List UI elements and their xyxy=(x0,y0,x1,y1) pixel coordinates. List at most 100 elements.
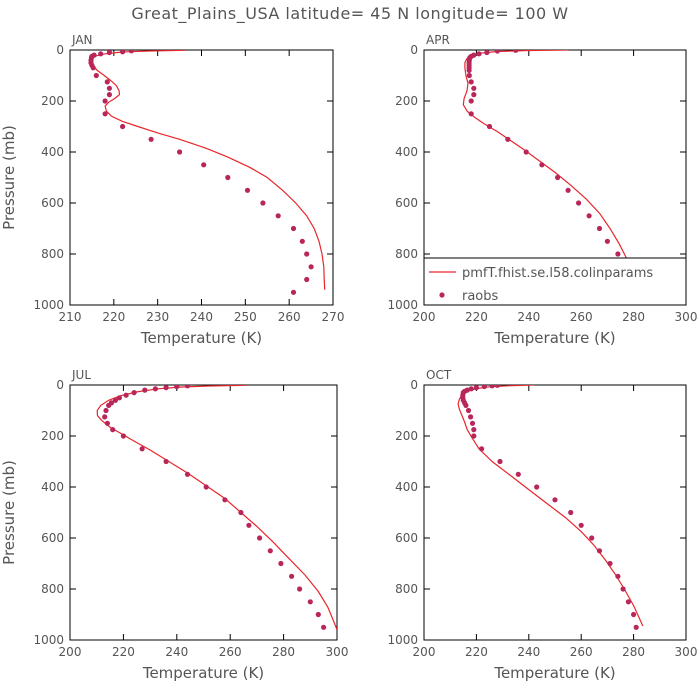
raob-point xyxy=(120,123,126,130)
x-tick-label: 220 xyxy=(465,645,488,659)
raob-point xyxy=(468,414,474,420)
panel-apr: 200 220 240 260 280 300 0 200 400 600 800 1000 APR Te… xyxy=(387,33,697,347)
raob-point xyxy=(267,548,273,554)
raob-point xyxy=(225,174,231,181)
x-axis-label: Temperature (K) xyxy=(493,664,615,682)
raob-point xyxy=(565,187,571,193)
raob-point xyxy=(238,509,244,516)
x-tick-label: 230 xyxy=(146,310,169,324)
raob-point xyxy=(604,238,611,244)
y-tick-label: 400 xyxy=(395,480,418,494)
raob-point xyxy=(321,624,327,630)
raob-point xyxy=(102,111,108,117)
raob-point xyxy=(98,51,104,57)
raob-point xyxy=(120,433,126,439)
raob-point xyxy=(93,72,99,79)
raob-point xyxy=(539,162,545,168)
raob-point xyxy=(184,385,191,389)
model-line xyxy=(457,385,644,627)
raob-point xyxy=(473,385,479,391)
raob-point xyxy=(104,79,110,85)
y-tick-label: 800 xyxy=(395,582,418,596)
raob-point xyxy=(222,497,228,503)
x-axis-label: Temperature (K) xyxy=(142,664,264,682)
y-tick-label: 1000 xyxy=(33,633,64,647)
x-tick-label: 200 xyxy=(59,645,82,659)
raob-point xyxy=(505,136,511,142)
raob-point xyxy=(481,385,487,390)
raob-point xyxy=(596,225,603,232)
y-tick-label: 200 xyxy=(41,429,64,443)
x-tick-label: 220 xyxy=(112,645,135,659)
raob-point xyxy=(494,50,500,54)
raob-point xyxy=(576,200,582,206)
raob-point xyxy=(304,251,310,257)
raob-point xyxy=(465,407,472,414)
y-tick-label: 0 xyxy=(410,378,418,392)
y-tick-label: 600 xyxy=(41,531,64,545)
y-tick-label: 200 xyxy=(395,429,418,443)
raob-point xyxy=(620,586,626,592)
y-tick-label: 1000 xyxy=(387,633,418,647)
plot-frame xyxy=(423,384,687,641)
model-line xyxy=(96,385,337,631)
panel-label: APR xyxy=(426,33,450,47)
x-tick-label: 280 xyxy=(622,310,645,324)
raob-point xyxy=(142,387,148,393)
raob-point xyxy=(596,548,603,554)
raob-point xyxy=(289,573,295,579)
raob-point xyxy=(102,98,108,104)
legend-dot-swatch xyxy=(439,292,445,298)
raob-point xyxy=(106,85,112,91)
raob-point xyxy=(275,213,281,219)
raob-point xyxy=(106,402,112,408)
raob-point xyxy=(633,624,639,630)
panel-label: JAN xyxy=(71,33,93,47)
raob-point xyxy=(586,213,592,219)
raob-point xyxy=(304,276,310,283)
raob-point xyxy=(278,560,284,567)
raob-point xyxy=(177,149,183,155)
y-tick-label: 600 xyxy=(395,196,418,210)
raob-point xyxy=(479,446,485,452)
raob-point xyxy=(471,433,477,439)
raob-point xyxy=(163,385,169,391)
y-tick-label: 600 xyxy=(41,196,64,210)
raob-point xyxy=(552,497,558,503)
x-tick-label: 200 xyxy=(413,310,436,324)
y-tick-label: 800 xyxy=(41,247,64,261)
raob-point xyxy=(174,385,180,390)
x-tick-label: 260 xyxy=(570,310,593,324)
y-tick-label: 1000 xyxy=(387,298,418,312)
y-tick-label: 400 xyxy=(41,145,64,159)
raob-point xyxy=(515,471,521,477)
raob-point xyxy=(471,427,477,433)
raob-point xyxy=(468,98,474,104)
raob-point xyxy=(184,471,191,477)
raob-point xyxy=(315,611,321,618)
y-tick-label: 0 xyxy=(56,43,64,57)
raob-point xyxy=(106,50,112,56)
raob-point xyxy=(103,407,109,414)
raob-point xyxy=(468,111,474,117)
raob-point xyxy=(523,149,529,155)
raob-point xyxy=(615,573,621,579)
raob-point xyxy=(297,586,303,592)
raob-point xyxy=(307,599,313,605)
raob-point xyxy=(513,50,519,53)
y-tick-label: 800 xyxy=(395,247,418,261)
raob-point xyxy=(489,385,495,389)
raob-point xyxy=(607,560,613,567)
raob-point xyxy=(152,386,158,392)
x-tick-label: 260 xyxy=(278,310,301,324)
raob-point xyxy=(128,50,134,54)
raob-point xyxy=(260,200,266,206)
raob-point xyxy=(471,85,477,91)
raob-point xyxy=(112,397,118,403)
x-tick-label: 220 xyxy=(102,310,125,324)
panel-label: OCT xyxy=(426,368,452,382)
raob-point xyxy=(497,458,503,465)
x-axis-label: Temperature (K) xyxy=(140,329,262,347)
raob-point xyxy=(494,385,500,388)
y-tick-label: 600 xyxy=(395,531,418,545)
